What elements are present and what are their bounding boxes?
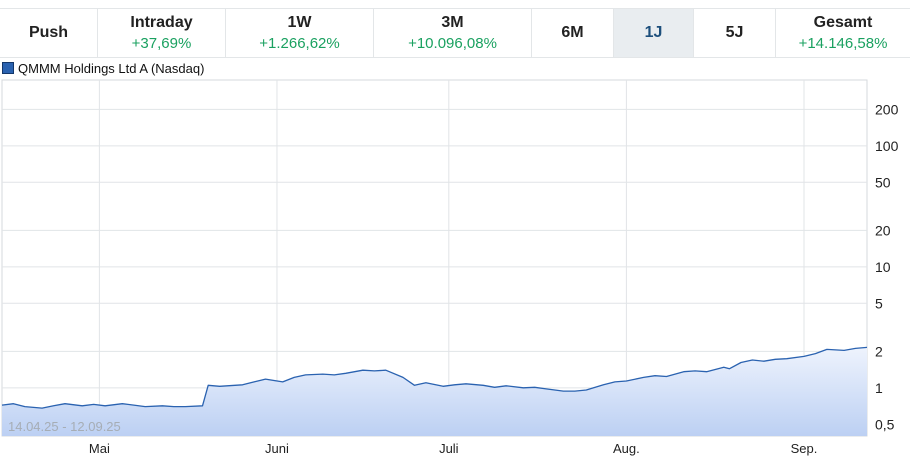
series-area: [2, 347, 867, 436]
y-tick-label: 1: [875, 380, 883, 396]
tab-label: 3M: [441, 14, 464, 31]
tab-change: +14.146,58%: [798, 35, 888, 52]
tab-label: 1J: [644, 24, 663, 41]
x-tick-label: Mai: [89, 441, 110, 456]
chart-legend: QMMM Holdings Ltd A (Nasdaq): [2, 60, 204, 76]
y-tick-label: 20: [875, 222, 891, 238]
tab-label: Intraday: [130, 14, 193, 31]
x-tick-label: Aug.: [613, 441, 640, 456]
tab-1j[interactable]: 1J: [614, 9, 694, 57]
tab-label: 6M: [561, 24, 584, 41]
tab-1w[interactable]: 1W +1.266,62%: [226, 9, 374, 57]
date-range-label: 14.04.25 - 12.09.25: [8, 419, 121, 434]
tab-change: +10.096,08%: [408, 35, 497, 52]
tab-5j[interactable]: 5J: [694, 9, 776, 57]
series-line: [1, 346, 868, 409]
y-tick-label: 200: [875, 101, 899, 117]
tab-gesamt[interactable]: Gesamt +14.146,58%: [776, 9, 910, 57]
y-tick-label: 5: [875, 295, 883, 311]
tab-change: +37,69%: [131, 35, 192, 52]
x-tick-label: Sep.: [791, 441, 818, 456]
legend-label: QMMM Holdings Ltd A (Nasdaq): [18, 60, 205, 76]
tab-3m[interactable]: 3M +10.096,08%: [374, 9, 532, 57]
y-tick-label: 2: [875, 343, 883, 359]
y-tick-label: 10: [875, 259, 891, 275]
y-tick-label: 100: [875, 138, 899, 154]
tab-label: 5J: [725, 24, 744, 41]
tab-push[interactable]: Push: [0, 9, 98, 57]
range-tabs: Push Intraday +37,69% 1W +1.266,62% 3M +10.096…: [0, 8, 910, 58]
x-tick-label: Juni: [265, 441, 289, 456]
tab-6m[interactable]: 6M: [532, 9, 614, 57]
y-tick-label: 0,5: [875, 416, 895, 432]
price-chart: 0,5 1 2 5 10 20 50 100 200 Mai Juni Juli Aug. Sep. 14.…: [1, 79, 899, 456]
legend-swatch: [2, 62, 14, 74]
tab-label: 1W: [287, 14, 312, 31]
tab-label: Push: [28, 24, 69, 41]
y-tick-label: 50: [875, 174, 891, 190]
x-tick-label: Juli: [439, 441, 459, 456]
tab-change: +1.266,62%: [259, 35, 340, 52]
tab-label: Gesamt: [813, 14, 873, 31]
tab-intraday[interactable]: Intraday +37,69%: [98, 9, 226, 57]
